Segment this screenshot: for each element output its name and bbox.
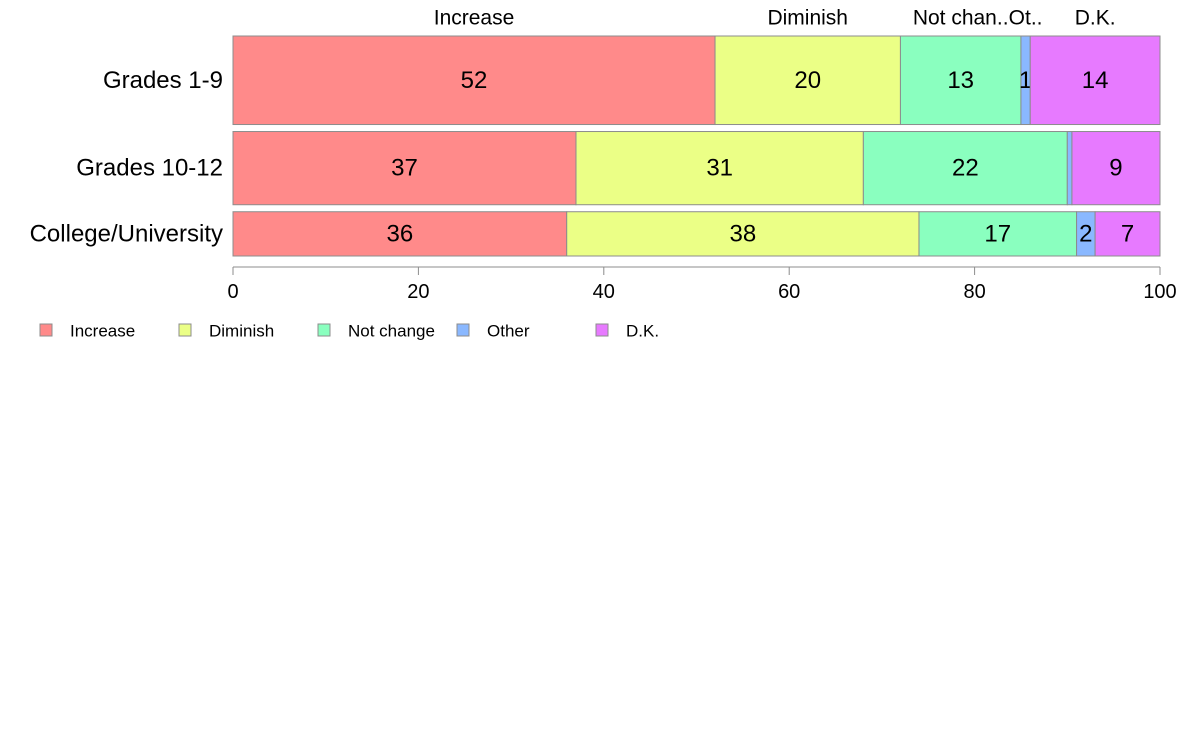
bar-segment-increase bbox=[232, 211, 568, 257]
bar-segment-increase bbox=[232, 131, 577, 206]
x-tick-label: 20 bbox=[407, 281, 429, 303]
bar-segment-diminish bbox=[714, 35, 901, 126]
data-label: 31 bbox=[706, 155, 733, 182]
legend-label: Diminish bbox=[209, 322, 274, 341]
legend-item-diminish: Diminish bbox=[178, 322, 274, 341]
data-label: 2 bbox=[1079, 220, 1092, 247]
legend-swatch bbox=[178, 323, 192, 337]
data-label: 38 bbox=[729, 220, 756, 247]
row-label: Grades 10-12 bbox=[76, 155, 223, 182]
bar-segment-not-change bbox=[899, 35, 1022, 126]
top-label-diminish: Diminish bbox=[767, 7, 848, 30]
x-tick-label: 100 bbox=[1143, 281, 1176, 303]
data-label: 1 bbox=[1019, 67, 1032, 94]
row-label: College/University bbox=[30, 220, 223, 247]
legend: Increase Diminish Not change Other D.K. bbox=[39, 322, 659, 341]
legend-swatch bbox=[39, 323, 53, 337]
data-label: 9 bbox=[1109, 155, 1122, 182]
legend-label: Other bbox=[487, 322, 530, 341]
bar-segment-d-k bbox=[1071, 131, 1161, 206]
legend-item-other: Other bbox=[456, 322, 530, 341]
bar-row-grades-1-9: Grades 1-9 52 20 13 1 14 bbox=[103, 35, 1161, 126]
x-tick-label: 60 bbox=[778, 281, 800, 303]
data-label: 37 bbox=[391, 155, 418, 182]
bar-row-grades-10-12: Grades 10-12 37 31 22 9 bbox=[76, 131, 1161, 206]
x-tick-label: 0 bbox=[227, 281, 238, 303]
data-label: 7 bbox=[1121, 220, 1134, 247]
legend-label: Increase bbox=[70, 322, 135, 341]
bar-segment-diminish bbox=[575, 131, 864, 206]
data-label: 13 bbox=[947, 67, 974, 94]
bar-row-college-university: College/University 36 38 17 2 7 bbox=[30, 211, 1161, 257]
legend-swatch bbox=[317, 323, 331, 337]
x-tick-label: 40 bbox=[593, 281, 615, 303]
legend-swatch bbox=[595, 323, 609, 337]
x-axis: 0 20 40 60 80 100 bbox=[227, 266, 1177, 303]
data-label: 22 bbox=[952, 155, 979, 182]
bar-segment-other bbox=[1066, 131, 1073, 206]
legend-item-not-change: Not change bbox=[317, 322, 435, 341]
data-label: 36 bbox=[387, 220, 414, 247]
bar-segment-increase bbox=[232, 35, 716, 126]
bar-segment-d-k bbox=[1094, 211, 1161, 257]
legend-swatch bbox=[456, 323, 470, 337]
data-label: 14 bbox=[1082, 67, 1109, 94]
x-tick-label: 80 bbox=[963, 281, 985, 303]
top-label-increase: Increase bbox=[434, 7, 515, 30]
legend-item-increase: Increase bbox=[39, 322, 135, 341]
legend-item-d-k: D.K. bbox=[595, 322, 659, 341]
legend-label: D.K. bbox=[626, 322, 659, 341]
bar-segment-not-change bbox=[862, 131, 1068, 206]
top-label-d-k: D.K. bbox=[1075, 7, 1116, 30]
top-label-not-change: Not chan.. bbox=[913, 7, 1009, 30]
data-label: 17 bbox=[984, 220, 1011, 247]
bar-segment-not-change bbox=[918, 211, 1078, 257]
data-label: 20 bbox=[794, 67, 821, 94]
legend-label: Not change bbox=[348, 322, 435, 341]
top-category-labels: Increase Diminish Not chan.. Ot.. D.K. bbox=[434, 7, 1116, 30]
data-label: 52 bbox=[461, 67, 488, 94]
row-label: Grades 1-9 bbox=[103, 67, 223, 94]
bar-segment-d-k bbox=[1029, 35, 1161, 126]
bar-rows: Grades 1-9 52 20 13 1 14 Grades 10-12 37 31 22 9 Co… bbox=[30, 35, 1161, 257]
top-label-other: Ot.. bbox=[1009, 7, 1043, 30]
